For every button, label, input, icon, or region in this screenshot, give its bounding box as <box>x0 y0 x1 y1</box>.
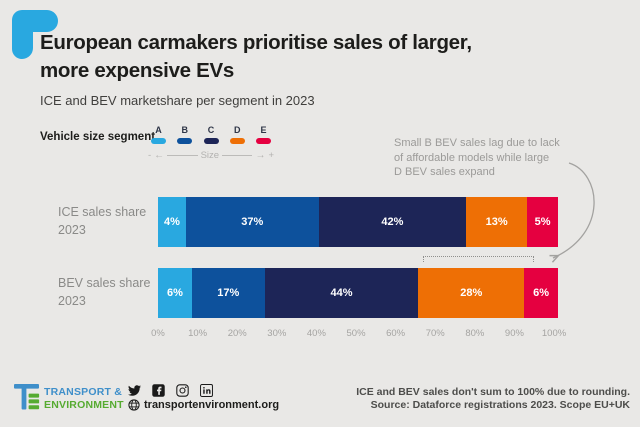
chart-subtitle: ICE and BEV marketshare per segment in 2… <box>40 93 315 108</box>
te-corner-bracket-icon <box>12 10 58 59</box>
legend-letter-e: E <box>260 125 267 135</box>
axis-tick-60: 60% <box>386 328 406 339</box>
annotation-line-3: D BEV sales expand <box>394 166 495 178</box>
annotation-line-2: of affordable models while large <box>394 151 550 164</box>
axis-tick-50: 50% <box>346 328 366 339</box>
size-arrow-left-icon: ← <box>154 149 165 161</box>
axis-tick-20: 20% <box>227 328 247 339</box>
legend-swatch-c <box>203 138 219 144</box>
legend-swatch-b <box>177 138 193 144</box>
axis-tick-10: 10% <box>188 328 208 339</box>
bar-segment-c: 42% <box>318 197 467 247</box>
legend-swatch-d <box>229 138 245 144</box>
axis-tick-40: 40% <box>306 328 326 339</box>
twitter-icon[interactable] <box>128 384 141 397</box>
ice-stacked-bar: 4% 37% 42% 13% 5% <box>158 197 559 247</box>
title-line-2: more expensive EVs <box>40 59 235 82</box>
note-line-2: Source: Dataforce registrations 2023. Sc… <box>370 398 630 411</box>
legend-item-b: B <box>177 125 193 144</box>
website-row: transportenvironment.org <box>128 399 279 411</box>
annotation-text: Small B BEV sales lag due to lack of aff… <box>394 136 572 180</box>
legend-label: Vehicle size segment <box>40 131 156 143</box>
title-line-1: European carmakers prioritise sales of l… <box>40 31 472 54</box>
bev-label-line2: 2023 <box>58 294 86 308</box>
note-line-1: ICE and BEV sales don't sum to 100% due … <box>356 386 630 398</box>
axis-tick-0: 0% <box>151 328 165 339</box>
facebook-icon[interactable] <box>152 384 165 397</box>
size-line-left <box>167 155 198 156</box>
bar-segment-e: 6% <box>524 268 559 318</box>
legend-letter-a: A <box>155 125 162 135</box>
bev-d-highlight-bracket <box>423 256 534 262</box>
bev-stacked-bar: 6% 17% 44% 28% 6% <box>158 268 559 318</box>
legend-item-a: A <box>151 125 166 144</box>
te-logotext: TRANSPORT & ENVIRONMENT <box>44 386 124 412</box>
annotation-arrow-icon <box>543 162 595 266</box>
te-logotext-line1: TRANSPORT & <box>44 386 123 398</box>
size-arrow-right-icon: → <box>255 149 266 161</box>
legend-item-e: E <box>256 125 271 144</box>
legend-letter-d: D <box>234 125 241 135</box>
size-label: Size <box>200 150 220 161</box>
legend-letter-c: C <box>207 125 215 135</box>
legend-letter-b: B <box>181 125 189 135</box>
row-label-bev: BEV sales share 2023 <box>58 274 158 310</box>
ice-label-line1: ICE sales share <box>58 205 147 219</box>
te-logotext-line2: ENVIRONMENT <box>44 399 124 411</box>
bar-segment-a: 6% <box>158 268 192 318</box>
axis-tick-90: 90% <box>504 328 524 339</box>
globe-icon <box>128 399 140 411</box>
bar-segment-e: 5% <box>527 197 559 247</box>
row-label-ice: ICE sales share 2023 <box>58 203 158 239</box>
annotation-line-1: Small B BEV sales lag due to lack <box>394 137 560 149</box>
legend-items: A B C D E <box>151 125 271 144</box>
bev-label-line1: BEV sales share <box>58 276 151 290</box>
size-scale: - ← Size → + <box>148 150 274 161</box>
axis-tick-80: 80% <box>465 328 485 339</box>
bar-segment-c: 44% <box>264 268 419 318</box>
axis-tick-30: 30% <box>267 328 287 339</box>
bar-segment-d: 28% <box>418 268 525 318</box>
te-logo-icon <box>14 384 40 410</box>
size-plus: + <box>268 150 274 161</box>
size-minus: - <box>148 150 152 161</box>
axis-tick-70: 70% <box>425 328 445 339</box>
page-title: European carmakers prioritise sales of l… <box>40 29 472 85</box>
x-axis: 0% 10% 20% 30% 40% 50% 60% 70% 80% 90% 100% <box>151 328 566 342</box>
bar-segment-b: 37% <box>185 197 319 247</box>
legend-item-d: D <box>229 125 245 144</box>
legend-item-c: C <box>203 125 219 144</box>
size-line-right <box>222 155 253 156</box>
source-note: ICE and BEV sales don't sum to 100% due … <box>356 386 630 411</box>
bar-segment-b: 17% <box>191 268 265 318</box>
social-icons <box>128 384 213 397</box>
ice-label-line2: 2023 <box>58 223 86 237</box>
bar-segment-d: 13% <box>466 197 528 247</box>
instagram-icon[interactable] <box>176 384 189 397</box>
linkedin-icon[interactable] <box>200 384 213 397</box>
legend-swatch-e <box>256 138 271 144</box>
axis-tick-100: 100% <box>541 328 567 339</box>
bar-segment-a: 4% <box>158 197 186 247</box>
legend-swatch-a <box>151 138 166 144</box>
website-link[interactable]: transportenvironment.org <box>144 399 280 411</box>
